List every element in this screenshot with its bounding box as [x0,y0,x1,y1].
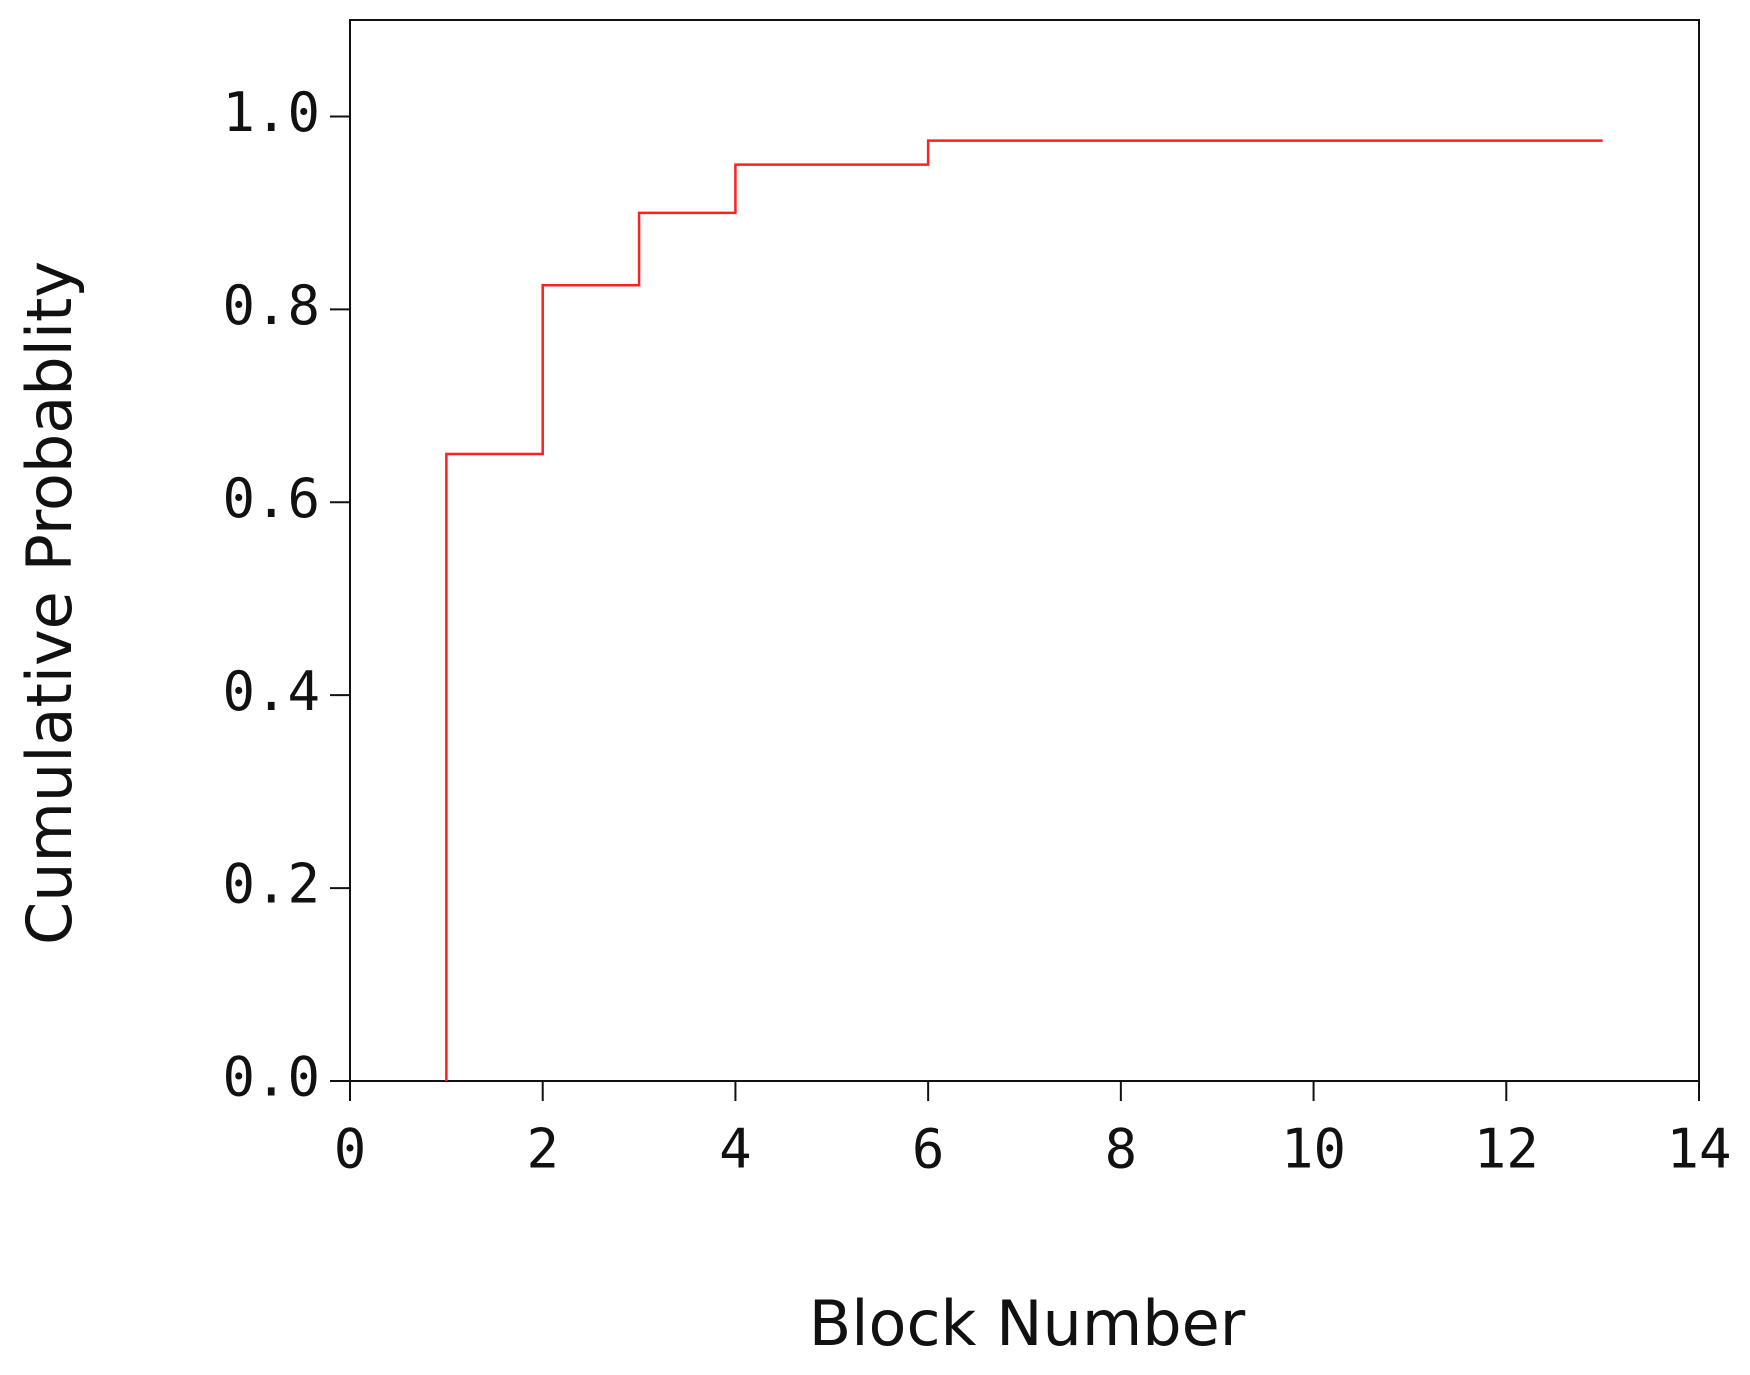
plot-frame [349,19,1700,1082]
x-tick-label: 2 [526,1118,559,1181]
y-tick-label: 1.0 [222,81,320,144]
y-tick-label: 0.4 [222,660,320,723]
x-tick-label: 4 [719,1118,752,1181]
y-tick-label: 0.8 [222,274,320,337]
x-tick-label: 6 [912,1118,945,1181]
y-tick-label: 0.2 [222,853,320,916]
line [445,139,1603,1081]
x-axis-label: Block Number [809,1287,1246,1360]
y-tick-label: 0.6 [222,467,320,530]
y-axis-label: Cumulative Probablity [13,261,86,945]
x-tick-label: 8 [1105,1118,1138,1181]
x-tick-label: 10 [1281,1118,1346,1181]
y-tick-label: 0.0 [222,1046,320,1109]
x-tick-label: 14 [1666,1118,1731,1181]
x-tick-label: 0 [334,1118,367,1181]
x-tick-label: 12 [1474,1118,1539,1181]
